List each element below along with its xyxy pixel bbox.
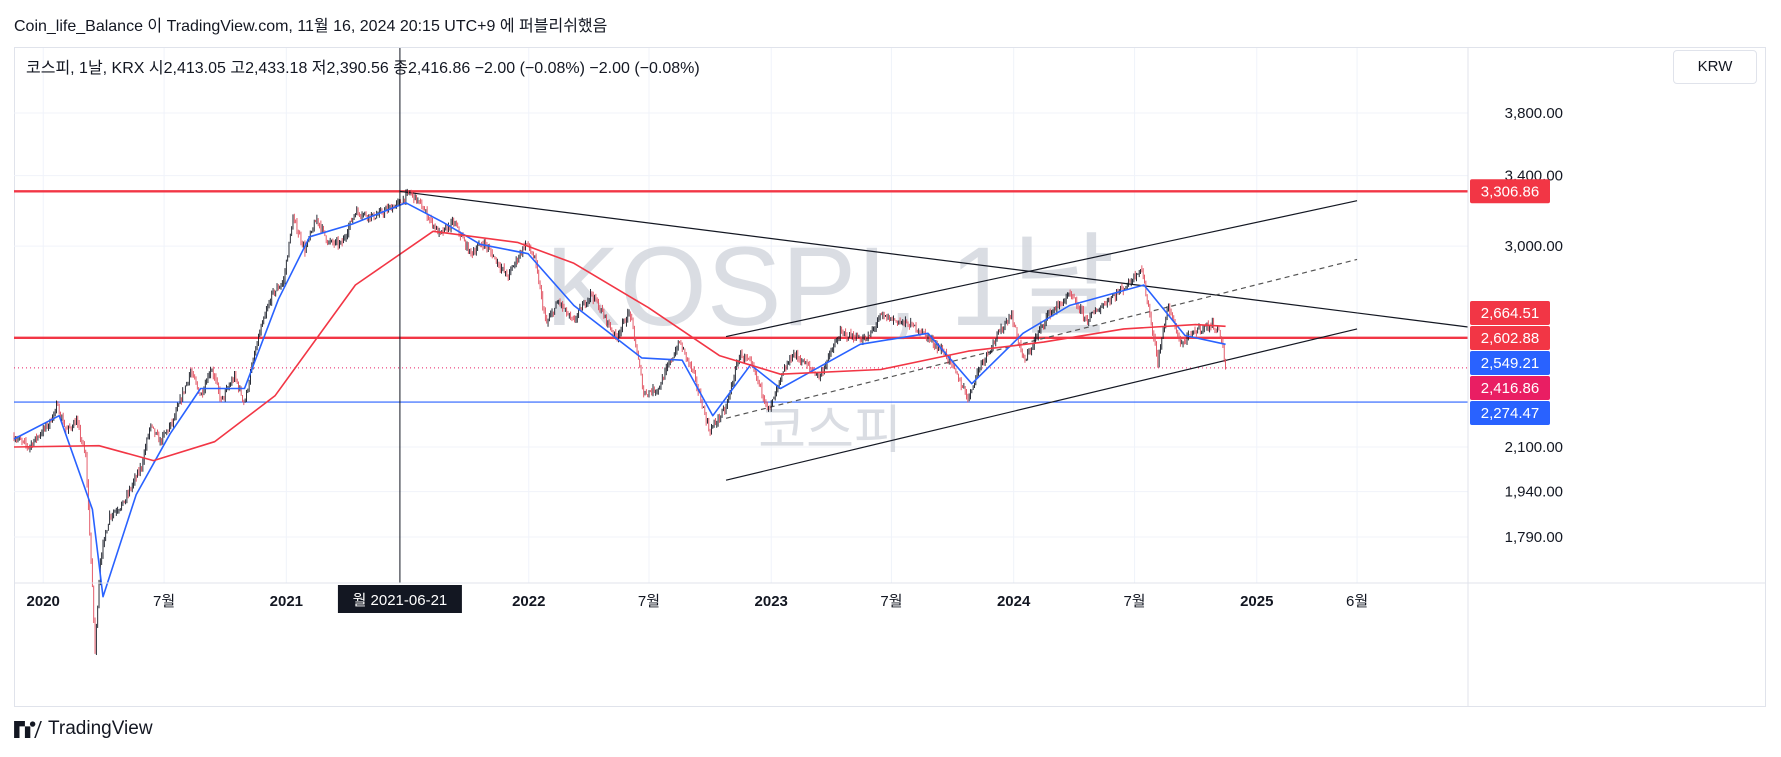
crosshair-date-label: 월 2021-06-21 xyxy=(353,592,448,609)
price-tick-label: 3,000.00 xyxy=(1505,238,1563,255)
tradingview-logo-icon xyxy=(14,720,42,738)
trendline xyxy=(725,328,1358,481)
symbol-legend[interactable]: 코스피, 1날, KRX 시2,413.05 고2,433.18 저2,390.… xyxy=(26,60,700,77)
price-tick-label: 2,100.00 xyxy=(1505,439,1563,456)
price-tag xyxy=(1470,375,1550,400)
price-tick-label: 1,790.00 xyxy=(1505,529,1563,546)
price-tag xyxy=(1470,300,1550,325)
price-tag-label: 3,306.86 xyxy=(1481,183,1539,200)
price-tag-label: 2,416.86 xyxy=(1481,380,1539,397)
time-axis[interactable]: 2020 7월 2021 2022 7월 2023 7월 2024 7월 2025 6월 xyxy=(14,582,1766,610)
trendline xyxy=(725,200,1358,338)
time-tick-label: 7월 xyxy=(880,593,902,610)
moving-average-layer xyxy=(13,202,1226,598)
time-tick-label: 7월 xyxy=(153,593,175,610)
price-tick-label: 1,940.00 xyxy=(1505,484,1563,501)
currency-button[interactable]: KRW xyxy=(1673,50,1757,84)
trendline-dashed xyxy=(725,258,1358,419)
time-tick-label: 2020 xyxy=(27,593,60,610)
chart-frame xyxy=(14,47,1766,707)
grid-layer xyxy=(14,48,1468,583)
crosshair-date-box xyxy=(337,585,462,613)
time-tick-label: 2022 xyxy=(512,593,545,610)
long-moving-average-line xyxy=(13,230,1226,462)
price-axis[interactable]: 3,800.003,400.003,000.002,100.001,940.00… xyxy=(1467,47,1563,707)
time-tick-label: 2021 xyxy=(270,593,303,610)
watermark-title: KOSPI, 1날 xyxy=(545,224,1115,349)
time-tick-label: 7월 xyxy=(1123,593,1145,610)
watermark-layer: KOSPI, 1날 코스피 xyxy=(545,224,1115,461)
trendline-extension xyxy=(1356,312,1469,328)
price-tag xyxy=(1470,400,1550,425)
price-tag-label: 2,664.51 xyxy=(1481,305,1539,322)
trendline xyxy=(399,190,1358,314)
horizontal-lines-layer xyxy=(14,190,1468,403)
price-labels-layer: 3,306.86 2,664.51 2,602.88 2,549.21 2,416.86… xyxy=(1470,179,1550,425)
watermark-subtitle: 코스피 xyxy=(758,401,902,461)
price-tag xyxy=(1470,179,1550,204)
time-tick-label: 2024 xyxy=(997,593,1031,610)
price-tag xyxy=(1470,325,1550,350)
tradingview-brand[interactable]: TradingView xyxy=(14,718,153,740)
publish-info: Coin_life_Balance 이 TradingView.com, 11월… xyxy=(14,18,608,35)
time-tick-label: 7월 xyxy=(638,593,660,610)
price-tag-label: 2,602.88 xyxy=(1481,330,1539,347)
price-tag-label: 2,549.21 xyxy=(1481,355,1539,372)
time-tick-label: 2023 xyxy=(755,593,788,610)
price-tag-label: 2,274.47 xyxy=(1481,405,1539,422)
crosshair-layer: 월 2021-06-21 xyxy=(337,48,462,613)
short-moving-average-line xyxy=(13,202,1226,598)
trendlines-layer xyxy=(399,190,1469,481)
time-tick-label: 6월 xyxy=(1346,593,1368,610)
price-tick-label: 3,800.00 xyxy=(1505,105,1563,122)
price-tag xyxy=(1470,350,1550,375)
time-tick-label: 2025 xyxy=(1240,593,1273,610)
brand-name: TradingView xyxy=(48,718,153,739)
